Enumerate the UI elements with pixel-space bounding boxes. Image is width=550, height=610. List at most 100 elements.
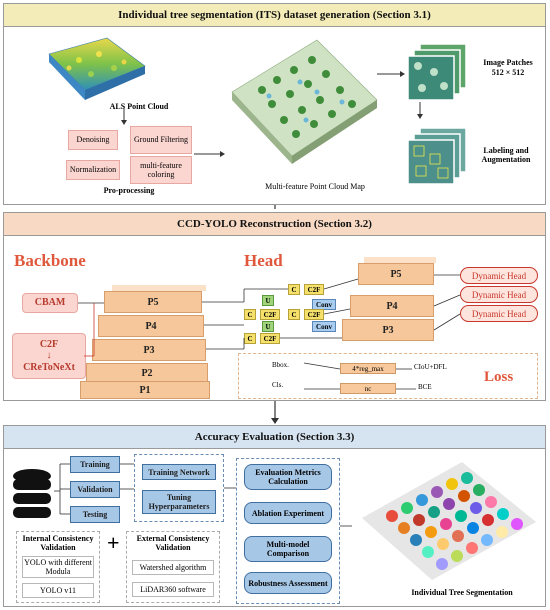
dyn-text: Dynamic Head	[471, 289, 527, 300]
multi-model-comparison: Multi-model Comparison	[244, 536, 332, 562]
patches-size: 512 × 512	[491, 68, 525, 77]
p3-text: P3	[143, 344, 155, 356]
testing-text: Testing	[82, 510, 108, 519]
backbone-p3: P3	[92, 339, 206, 361]
c2f-block: C2F	[304, 284, 324, 295]
cbam-block: CBAM	[22, 293, 78, 313]
segmentation-result-image	[362, 462, 536, 580]
dyn-text: Dynamic Head	[471, 270, 527, 281]
validation-split: Validation	[70, 481, 120, 498]
external-title: External Consistency Validation	[136, 534, 210, 552]
dyn-text: Dynamic Head	[471, 308, 527, 319]
denoising-step: Denoising	[68, 130, 118, 150]
creto-text: CReToNeXt	[23, 361, 75, 373]
c2f-mini-text: C2F	[307, 310, 321, 319]
labeling-image	[407, 127, 467, 185]
backbone-label: Backbone	[14, 251, 86, 270]
database-icon	[13, 469, 51, 518]
concat-block: C	[244, 333, 256, 344]
head-p3-text: P3	[382, 324, 394, 336]
p1-text: P1	[139, 384, 151, 396]
c2f-text: C2F	[39, 338, 59, 350]
c-text: C	[247, 310, 253, 319]
training-group	[134, 454, 224, 522]
conv-block: Conv	[312, 321, 336, 332]
cls-label: Cls.	[272, 381, 284, 389]
p4-text: P4	[145, 320, 157, 332]
bbox-label: Bbox.	[272, 361, 289, 369]
cls-box-text: nc	[364, 384, 372, 393]
external-item-2: LiDAR360 software	[132, 582, 214, 597]
section-title: Accuracy Evaluation (Section 3.3)	[4, 426, 545, 449]
bbox-box: 4*reg_max	[340, 363, 396, 374]
labeling-label: Labeling and Augmentation	[481, 146, 531, 164]
internal-item-1: YOLO with different Modula	[22, 556, 94, 578]
normalization-step: Normalization	[66, 160, 120, 180]
bbox-box-text: 4*reg_max	[352, 364, 384, 373]
upsample-block: U	[262, 321, 274, 332]
ground-filtering-step: Ground Filtering	[130, 126, 192, 154]
segmentation-label: Individual Tree Segmentation	[411, 588, 513, 597]
p2-text: P2	[141, 367, 153, 379]
concat-block: C	[288, 309, 300, 320]
validation-text: Validation	[77, 485, 113, 494]
internal-item-text: YOLO v11	[40, 586, 76, 595]
p5-top	[112, 285, 206, 291]
backbone-p5: P5	[104, 291, 202, 313]
head-p3: P3	[342, 319, 434, 341]
c-text: C	[291, 285, 297, 294]
p5-text: P5	[147, 296, 159, 308]
concat-block: C	[288, 284, 300, 295]
preprocessing-label: Pro-processing	[103, 186, 155, 195]
loss-label: Loss	[484, 369, 514, 385]
testing-split: Testing	[70, 506, 120, 523]
head-p5-text: P5	[390, 268, 402, 280]
u-text: U	[265, 322, 271, 331]
external-item-text: LiDAR360 software	[140, 585, 206, 594]
multi-feature-map-image	[231, 39, 378, 164]
als-label: ALS Point Cloud	[109, 102, 169, 111]
conv-text: Conv	[316, 300, 332, 309]
c2f-mini-text: C2F	[263, 310, 277, 319]
bbox-loss: CIoU+DFL	[414, 363, 447, 371]
head-label: Head	[244, 251, 283, 270]
conv-text: Conv	[316, 322, 332, 331]
creto-block: C2F ↓ CReToNeXt	[12, 333, 86, 379]
evaluation-group	[236, 458, 340, 604]
dynamic-head-3: Dynamic Head	[460, 305, 538, 322]
tuning-hyperparameters: Tuning Hyperparameters	[142, 490, 216, 514]
u-text: U	[265, 296, 271, 305]
eval-metrics: Evaluation Metrics Calculation	[244, 464, 332, 490]
external-group	[126, 531, 220, 603]
ccd-yolo-panel: CCD-YOLO Reconstruction (Section 3.2) Ba…	[3, 212, 546, 401]
loss-area	[238, 353, 538, 399]
backbone-p4: P4	[98, 315, 204, 337]
section1-arrows	[121, 71, 423, 157]
c2f-mini-text: C2F	[307, 285, 321, 294]
head-p5: P5	[358, 263, 434, 285]
patches-label: Image Patches	[483, 58, 533, 67]
training-network-text: Training Network	[148, 467, 210, 477]
c2f-block: C2F	[304, 309, 324, 320]
section-title: CCD-YOLO Reconstruction (Section 3.2)	[4, 213, 545, 236]
external-item-text: Watershed algorithm	[139, 563, 207, 572]
cls-loss: BCE	[418, 383, 432, 391]
eval-text: Evaluation Metrics Calculation	[255, 468, 321, 486]
plus-icon: +	[107, 530, 120, 555]
map-label: Multi-feature Point Cloud Map	[265, 182, 365, 191]
internal-title: Internal Consistency Validation	[22, 534, 94, 552]
internal-item-2: YOLO v11	[22, 583, 94, 598]
c-text: C	[247, 334, 253, 343]
dynamic-head-2: Dynamic Head	[460, 286, 538, 303]
training-network: Training Network	[142, 464, 216, 480]
dynamic-head-1: Dynamic Head	[460, 267, 538, 284]
external-item-1: Watershed algorithm	[132, 560, 214, 575]
eval-text: Multi-model Comparison	[266, 540, 310, 558]
cls-box: nc	[340, 383, 396, 394]
concat-block: C	[244, 309, 256, 320]
down-arrow-icon: ↓	[46, 350, 52, 362]
internal-item-text: YOLO with different Modula	[24, 558, 92, 576]
c-text: C	[291, 310, 297, 319]
section-title: Individual tree segmentation (ITS) datas…	[4, 4, 545, 27]
accuracy-evaluation-panel: Accuracy Evaluation (Section 3.3) Traini…	[3, 425, 546, 607]
